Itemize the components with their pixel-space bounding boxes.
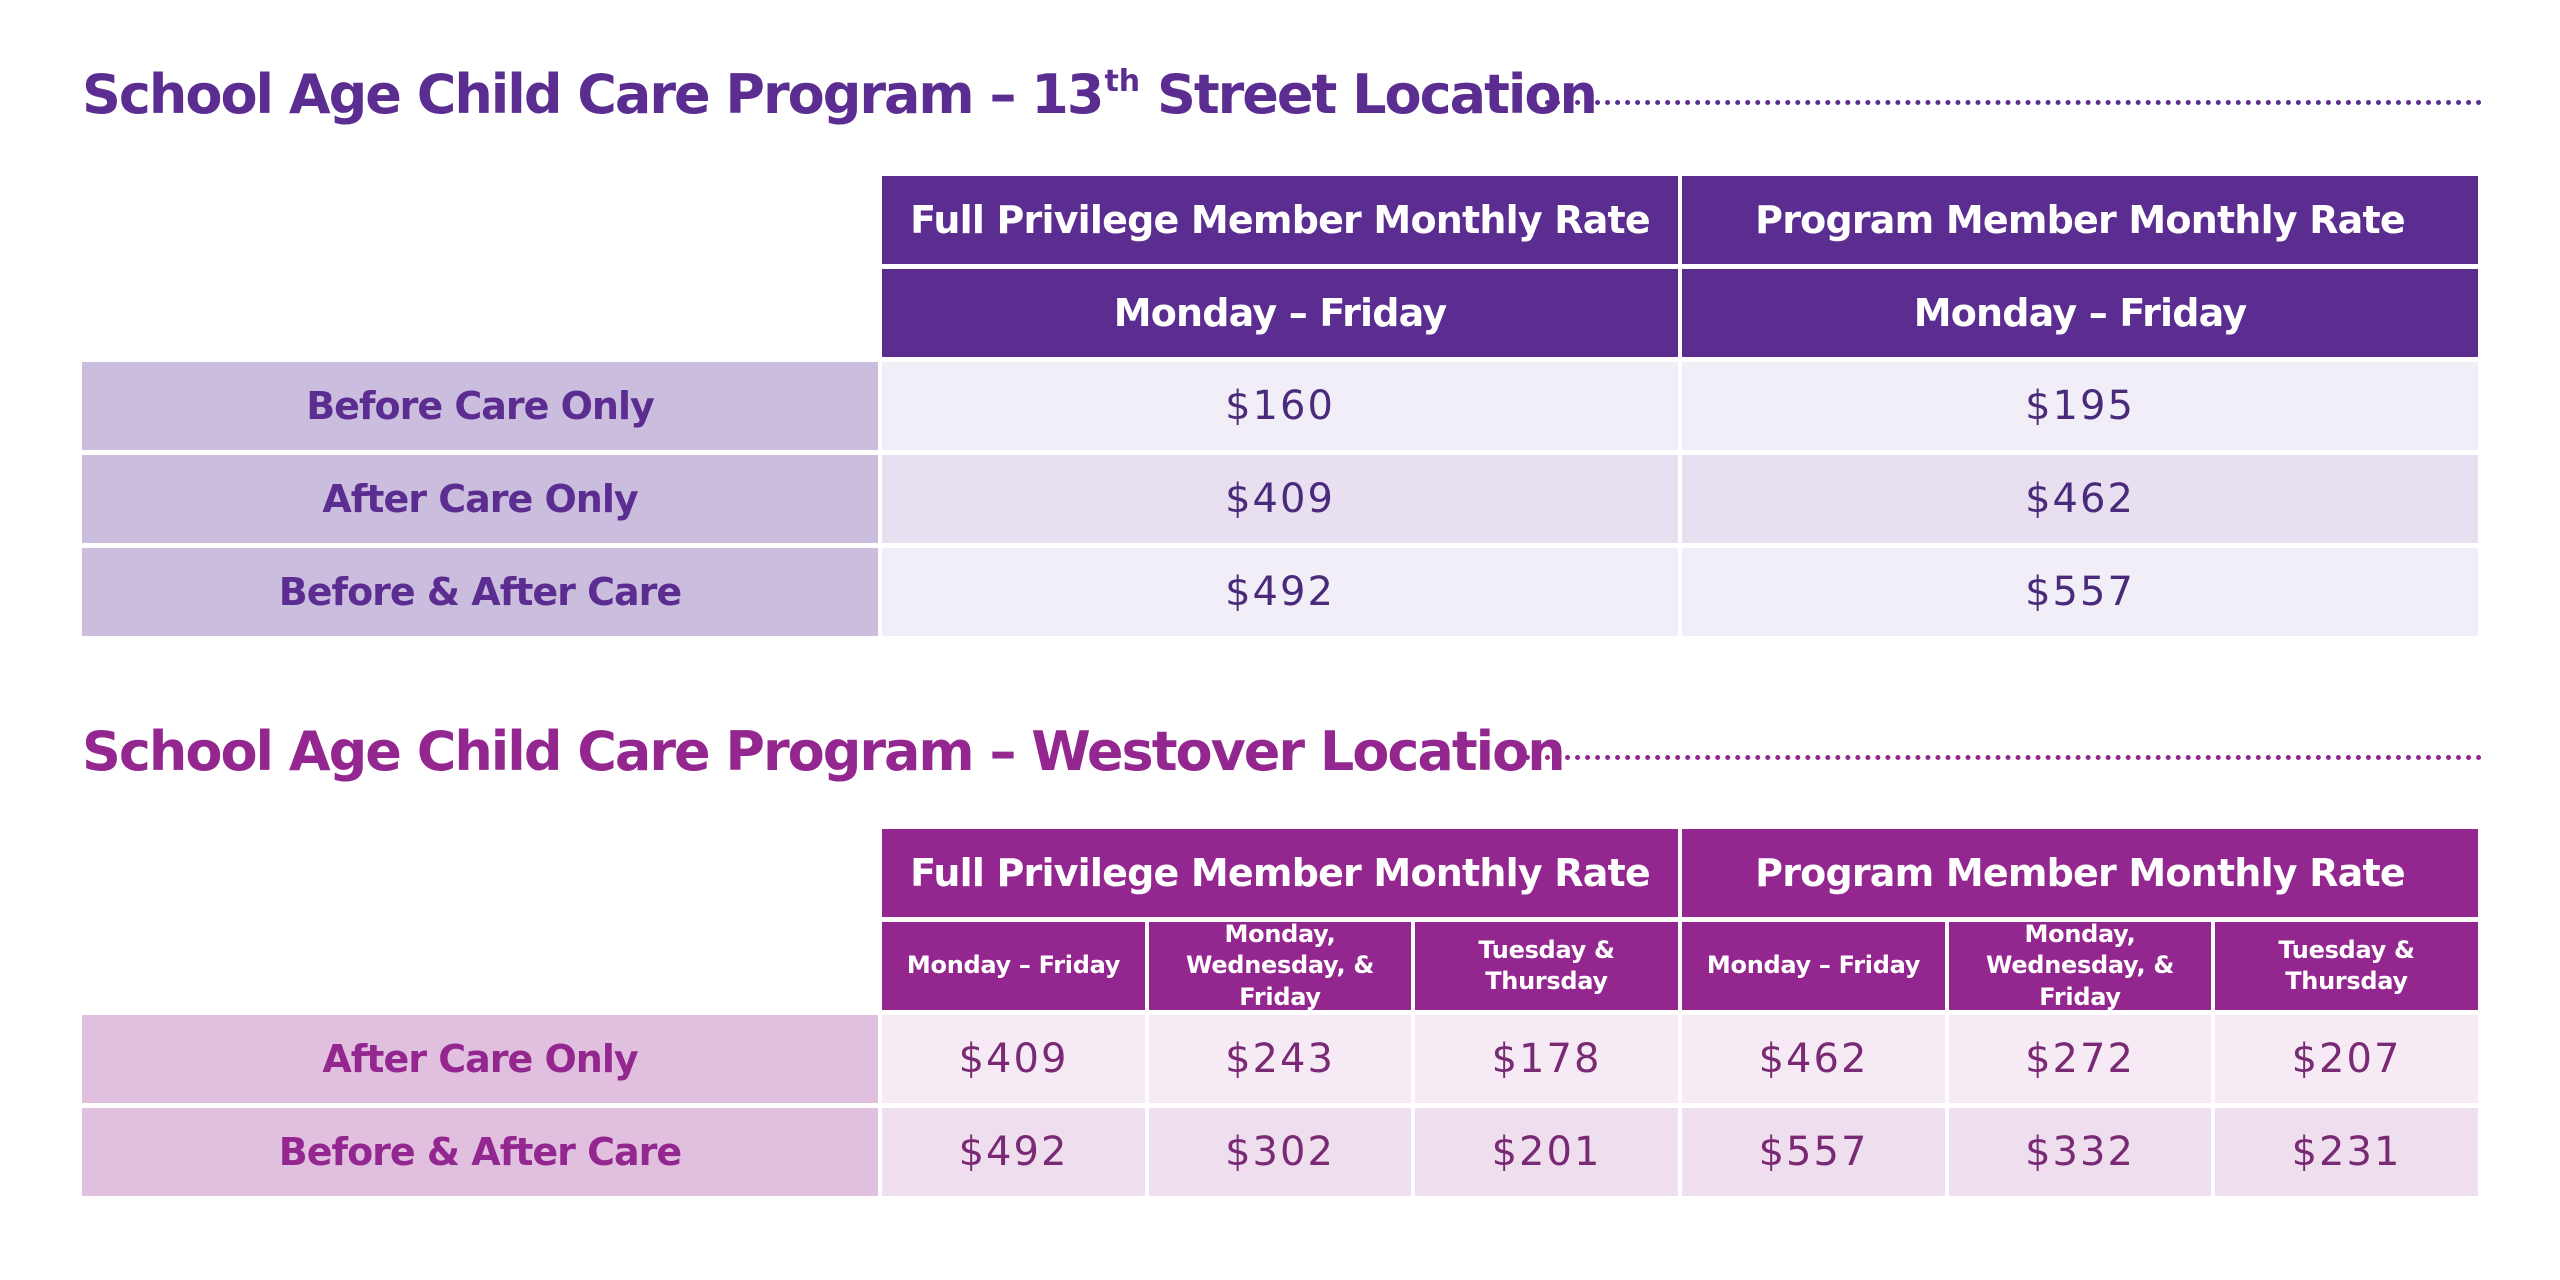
rate-cell: $201 (1415, 1108, 1678, 1196)
rate-cell: $332 (1949, 1108, 2211, 1196)
rate-cell: $272 (1949, 1015, 2211, 1103)
row-label-after-care: After Care Only (82, 1015, 878, 1103)
rate-cell: $492 (882, 548, 1678, 636)
rate-cell: $462 (1682, 1015, 1945, 1103)
dotted-rule (1525, 755, 2482, 760)
rate-cell: $178 (1415, 1015, 1678, 1103)
title-text-end: Street Location (1140, 63, 1598, 126)
rate-cell: $195 (1682, 362, 2478, 450)
header-program-member: Program Member Monthly Rate (1682, 829, 2478, 917)
rate-cell: $160 (882, 362, 1678, 450)
rate-cell: $207 (2215, 1015, 2478, 1103)
subheader-mon-wed-fri: Monday, Wednesday, & Friday (1949, 920, 2211, 1011)
header-program-member: Program Member Monthly Rate (1682, 176, 2478, 264)
header-full-privilege: Full Privilege Member Monthly Rate (882, 176, 1678, 264)
row-label-after-care: After Care Only (82, 455, 878, 543)
subheader-mon-fri: Monday – Friday (1682, 922, 1945, 1010)
subheader-full-privilege-mon-fri: Monday – Friday (882, 269, 1678, 357)
rate-cell: $492 (882, 1108, 1145, 1196)
rate-cell: $231 (2215, 1108, 2478, 1196)
title-superscript: th (1104, 64, 1141, 99)
rate-cell: $557 (1682, 548, 2478, 636)
subheader-program-mon-fri: Monday – Friday (1682, 269, 2478, 357)
section-title: School Age Child Care Program – Westover… (82, 720, 1566, 783)
row-label-before-after-care: Before & After Care (82, 548, 878, 636)
title-text: School Age Child Care Program – 13 (82, 63, 1104, 126)
rate-cell: $243 (1149, 1015, 1411, 1103)
section-title: School Age Child Care Program – 13th Str… (82, 67, 1598, 122)
subheader-tue-thu: Tuesday & Thursday (1415, 922, 1678, 1010)
rate-cell: $462 (1682, 455, 2478, 543)
subheader-mon-wed-fri: Monday, Wednesday, & Friday (1149, 920, 1411, 1011)
subheader-tue-thu: Tuesday & Thursday (2215, 922, 2478, 1010)
row-label-before-care: Before Care Only (82, 362, 878, 450)
rate-cell: $557 (1682, 1108, 1945, 1196)
row-label-before-after-care: Before & After Care (82, 1108, 878, 1196)
subheader-mon-fri: Monday – Friday (882, 922, 1145, 1010)
dotted-rule (1545, 100, 2482, 105)
rate-cell: $302 (1149, 1108, 1411, 1196)
rate-cell: $409 (882, 1015, 1145, 1103)
rate-cell: $409 (882, 455, 1678, 543)
header-full-privilege: Full Privilege Member Monthly Rate (882, 829, 1678, 917)
